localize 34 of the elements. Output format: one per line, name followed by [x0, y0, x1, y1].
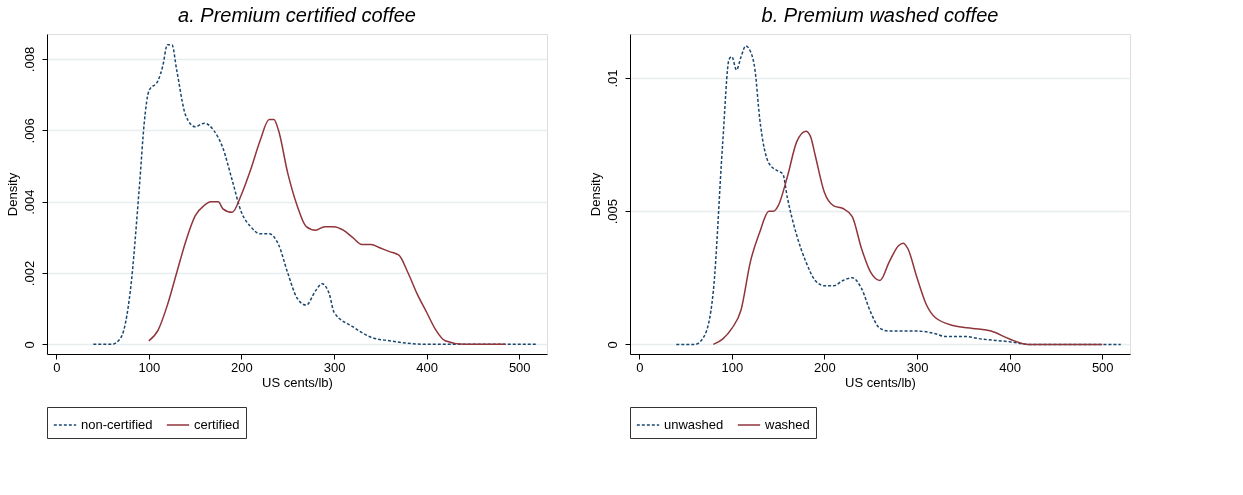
y-tick-label: .008	[21, 46, 37, 73]
line-series	[675, 45, 1122, 346]
y-tick-label: 0	[21, 341, 37, 349]
x-tick-label: 500	[1091, 359, 1114, 375]
chart-title: a. Premium certified coffee	[178, 4, 416, 26]
line-series	[148, 118, 507, 346]
line-series	[92, 43, 539, 346]
x-tick-label: 200	[231, 359, 253, 375]
chart-title: b. Premium washed coffee	[761, 4, 999, 26]
x-tick-label: 400	[999, 359, 1021, 375]
y-axis-title: Density	[587, 172, 603, 217]
y-tick-label: .005	[604, 199, 620, 225]
y-tick-label: .004	[21, 189, 37, 215]
x-tick-label: 0	[53, 359, 61, 375]
x-tick-label: 0	[636, 359, 644, 375]
y-tick-label: .006	[21, 118, 37, 144]
x-tick-label: 300	[323, 359, 346, 375]
x-tick-label: 100	[138, 359, 161, 375]
x-tick-label: 100	[721, 359, 744, 375]
legend-label: washed	[764, 417, 810, 432]
x-axis-title: US cents/lb)	[845, 374, 916, 390]
x-tick-label: 300	[906, 359, 929, 375]
y-tick-label: .01	[604, 69, 620, 88]
y-tick-label: 0	[604, 341, 620, 349]
legend-label: certified	[194, 417, 240, 432]
legend-label: unwashed	[664, 417, 724, 432]
line-series	[712, 130, 1103, 346]
y-tick-label: .002	[21, 260, 37, 287]
x-tick-label: 200	[814, 359, 836, 375]
legend-label: non-certified	[81, 417, 153, 432]
x-tick-label: 500	[508, 359, 531, 375]
y-axis-title: Density	[4, 172, 20, 217]
x-tick-label: 400	[416, 359, 438, 375]
x-axis-title: US cents/lb)	[262, 374, 333, 390]
